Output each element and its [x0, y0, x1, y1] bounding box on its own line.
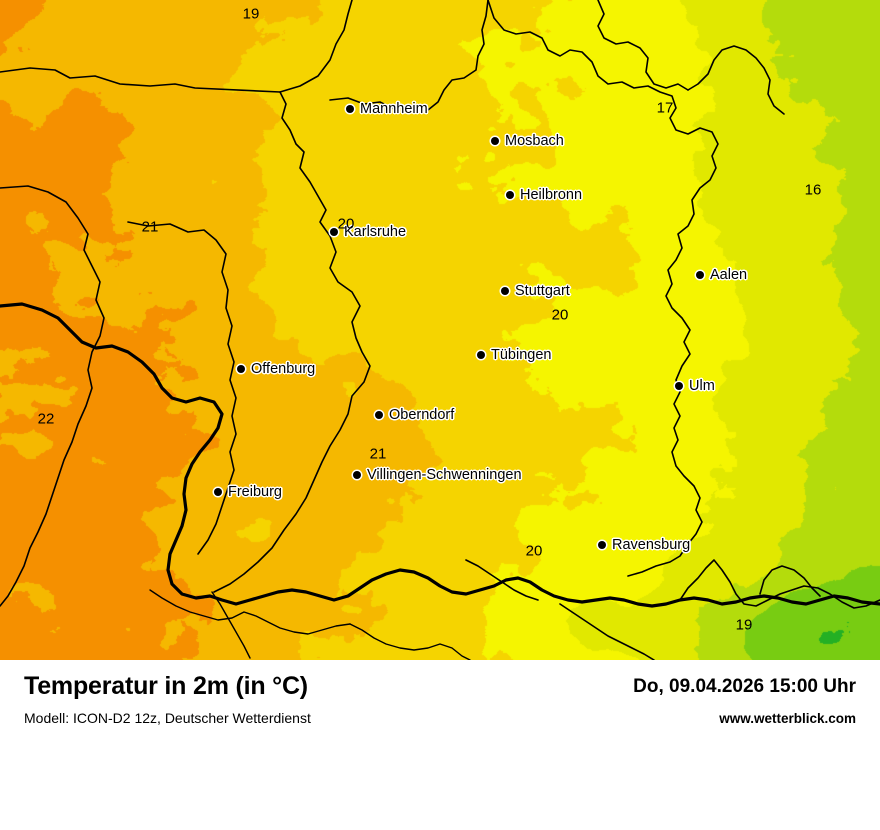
- city-dot-icon: [330, 228, 338, 236]
- city-marker[interactable]: Karlsruhe: [330, 224, 406, 240]
- city-dot-icon: [491, 137, 499, 145]
- contour-value-label: 19: [242, 5, 260, 23]
- border-line-swiss-detail-a: [149, 589, 351, 635]
- contour-value-label: 20: [551, 306, 569, 324]
- city-marker[interactable]: Aalen: [696, 267, 747, 283]
- city-label: Offenburg: [251, 361, 316, 377]
- city-marker[interactable]: Tübingen: [477, 347, 551, 363]
- contour-value-label: 21: [369, 445, 387, 463]
- contour-value-label: 19: [735, 616, 753, 634]
- border-line-rhine-west: [0, 67, 371, 593]
- contour-value-label: 16: [804, 181, 822, 199]
- border-line-vorarlberg: [759, 565, 821, 597]
- city-label: Oberndorf: [389, 407, 455, 423]
- city-dot-icon: [598, 541, 606, 549]
- city-label: Karlsruhe: [344, 224, 407, 240]
- city-marker[interactable]: Freiburg: [214, 484, 282, 500]
- city-dot-icon: [501, 287, 509, 295]
- border-line-austria: [679, 559, 880, 609]
- city-dot-icon: [696, 271, 704, 279]
- city-label: Mannheim: [360, 101, 428, 117]
- border-line-tauber: [487, 0, 719, 577]
- city-label: Freiburg: [228, 484, 282, 500]
- border-line-swiss-detail-c: [349, 623, 471, 660]
- city-marker[interactable]: Mosbach: [491, 133, 564, 149]
- city-marker[interactable]: Villingen-Schwenningen: [353, 467, 522, 483]
- city-marker[interactable]: Mannheim: [346, 101, 428, 117]
- border-line-odenwald: [329, 0, 489, 113]
- contour-value-label: 20: [525, 542, 543, 560]
- contour-value-label: 21: [141, 218, 159, 236]
- city-label: Mosbach: [505, 133, 564, 149]
- border-line-ne-fragment: [687, 45, 785, 115]
- border-line-switzerland: [0, 302, 880, 608]
- map-footer: Temperatur in 2m (in °C) Modell: ICON-D2…: [0, 660, 880, 830]
- city-marker[interactable]: Ravensburg: [598, 537, 690, 553]
- city-label: Ravensburg: [612, 537, 691, 553]
- contour-value-label: 17: [656, 99, 674, 117]
- city-marker[interactable]: Ulm: [675, 378, 715, 394]
- city-label: Ulm: [689, 378, 715, 394]
- city-dot-icon: [375, 411, 383, 419]
- border-line-north-fragment: [597, 0, 689, 91]
- city-marker[interactable]: Offenburg: [237, 361, 315, 377]
- city-marker[interactable]: Heilbronn: [506, 187, 582, 203]
- city-dot-icon: [477, 351, 485, 359]
- border-line-swiss-detail-b: [211, 591, 251, 659]
- city-label: Villingen-Schwenningen: [367, 467, 522, 483]
- map-borders-overlay: [0, 0, 880, 660]
- city-dot-icon: [346, 105, 354, 113]
- contour-value-label: 20: [337, 215, 355, 233]
- city-marker[interactable]: Oberndorf: [375, 407, 454, 423]
- border-line-alsace-east: [127, 221, 237, 555]
- city-dot-icon: [675, 382, 683, 390]
- city-dot-icon: [353, 471, 361, 479]
- border-line-alsace-vosges: [0, 185, 105, 607]
- city-dot-icon: [214, 488, 222, 496]
- city-dot-icon: [237, 365, 245, 373]
- page-title: Temperatur in 2m (in °C): [24, 672, 308, 700]
- temperature-map[interactable]: Mannheim Mosbach Heilbronn Karlsruhe Stuttga…: [0, 0, 880, 660]
- temperature-field-raster: [0, 0, 880, 660]
- city-dot-icon: [506, 191, 514, 199]
- city-label: Tübingen: [491, 347, 552, 363]
- city-marker[interactable]: Stuttgart: [501, 283, 570, 299]
- border-line-bodensee-shore: [559, 603, 655, 660]
- contour-value-label: 22: [37, 410, 55, 428]
- city-label: Aalen: [710, 267, 748, 283]
- border-line-mannheim-north: [279, 0, 353, 93]
- valid-datetime: Do, 09.04.2026 15:00 Uhr: [633, 676, 856, 697]
- website-label: www.wetterblick.com: [719, 711, 856, 726]
- border-line-se-lake: [465, 559, 539, 601]
- city-label: Heilbronn: [520, 187, 583, 203]
- model-subtitle: Modell: ICON-D2 12z, Deutscher Wetterdie…: [24, 710, 311, 726]
- city-label: Stuttgart: [515, 283, 570, 299]
